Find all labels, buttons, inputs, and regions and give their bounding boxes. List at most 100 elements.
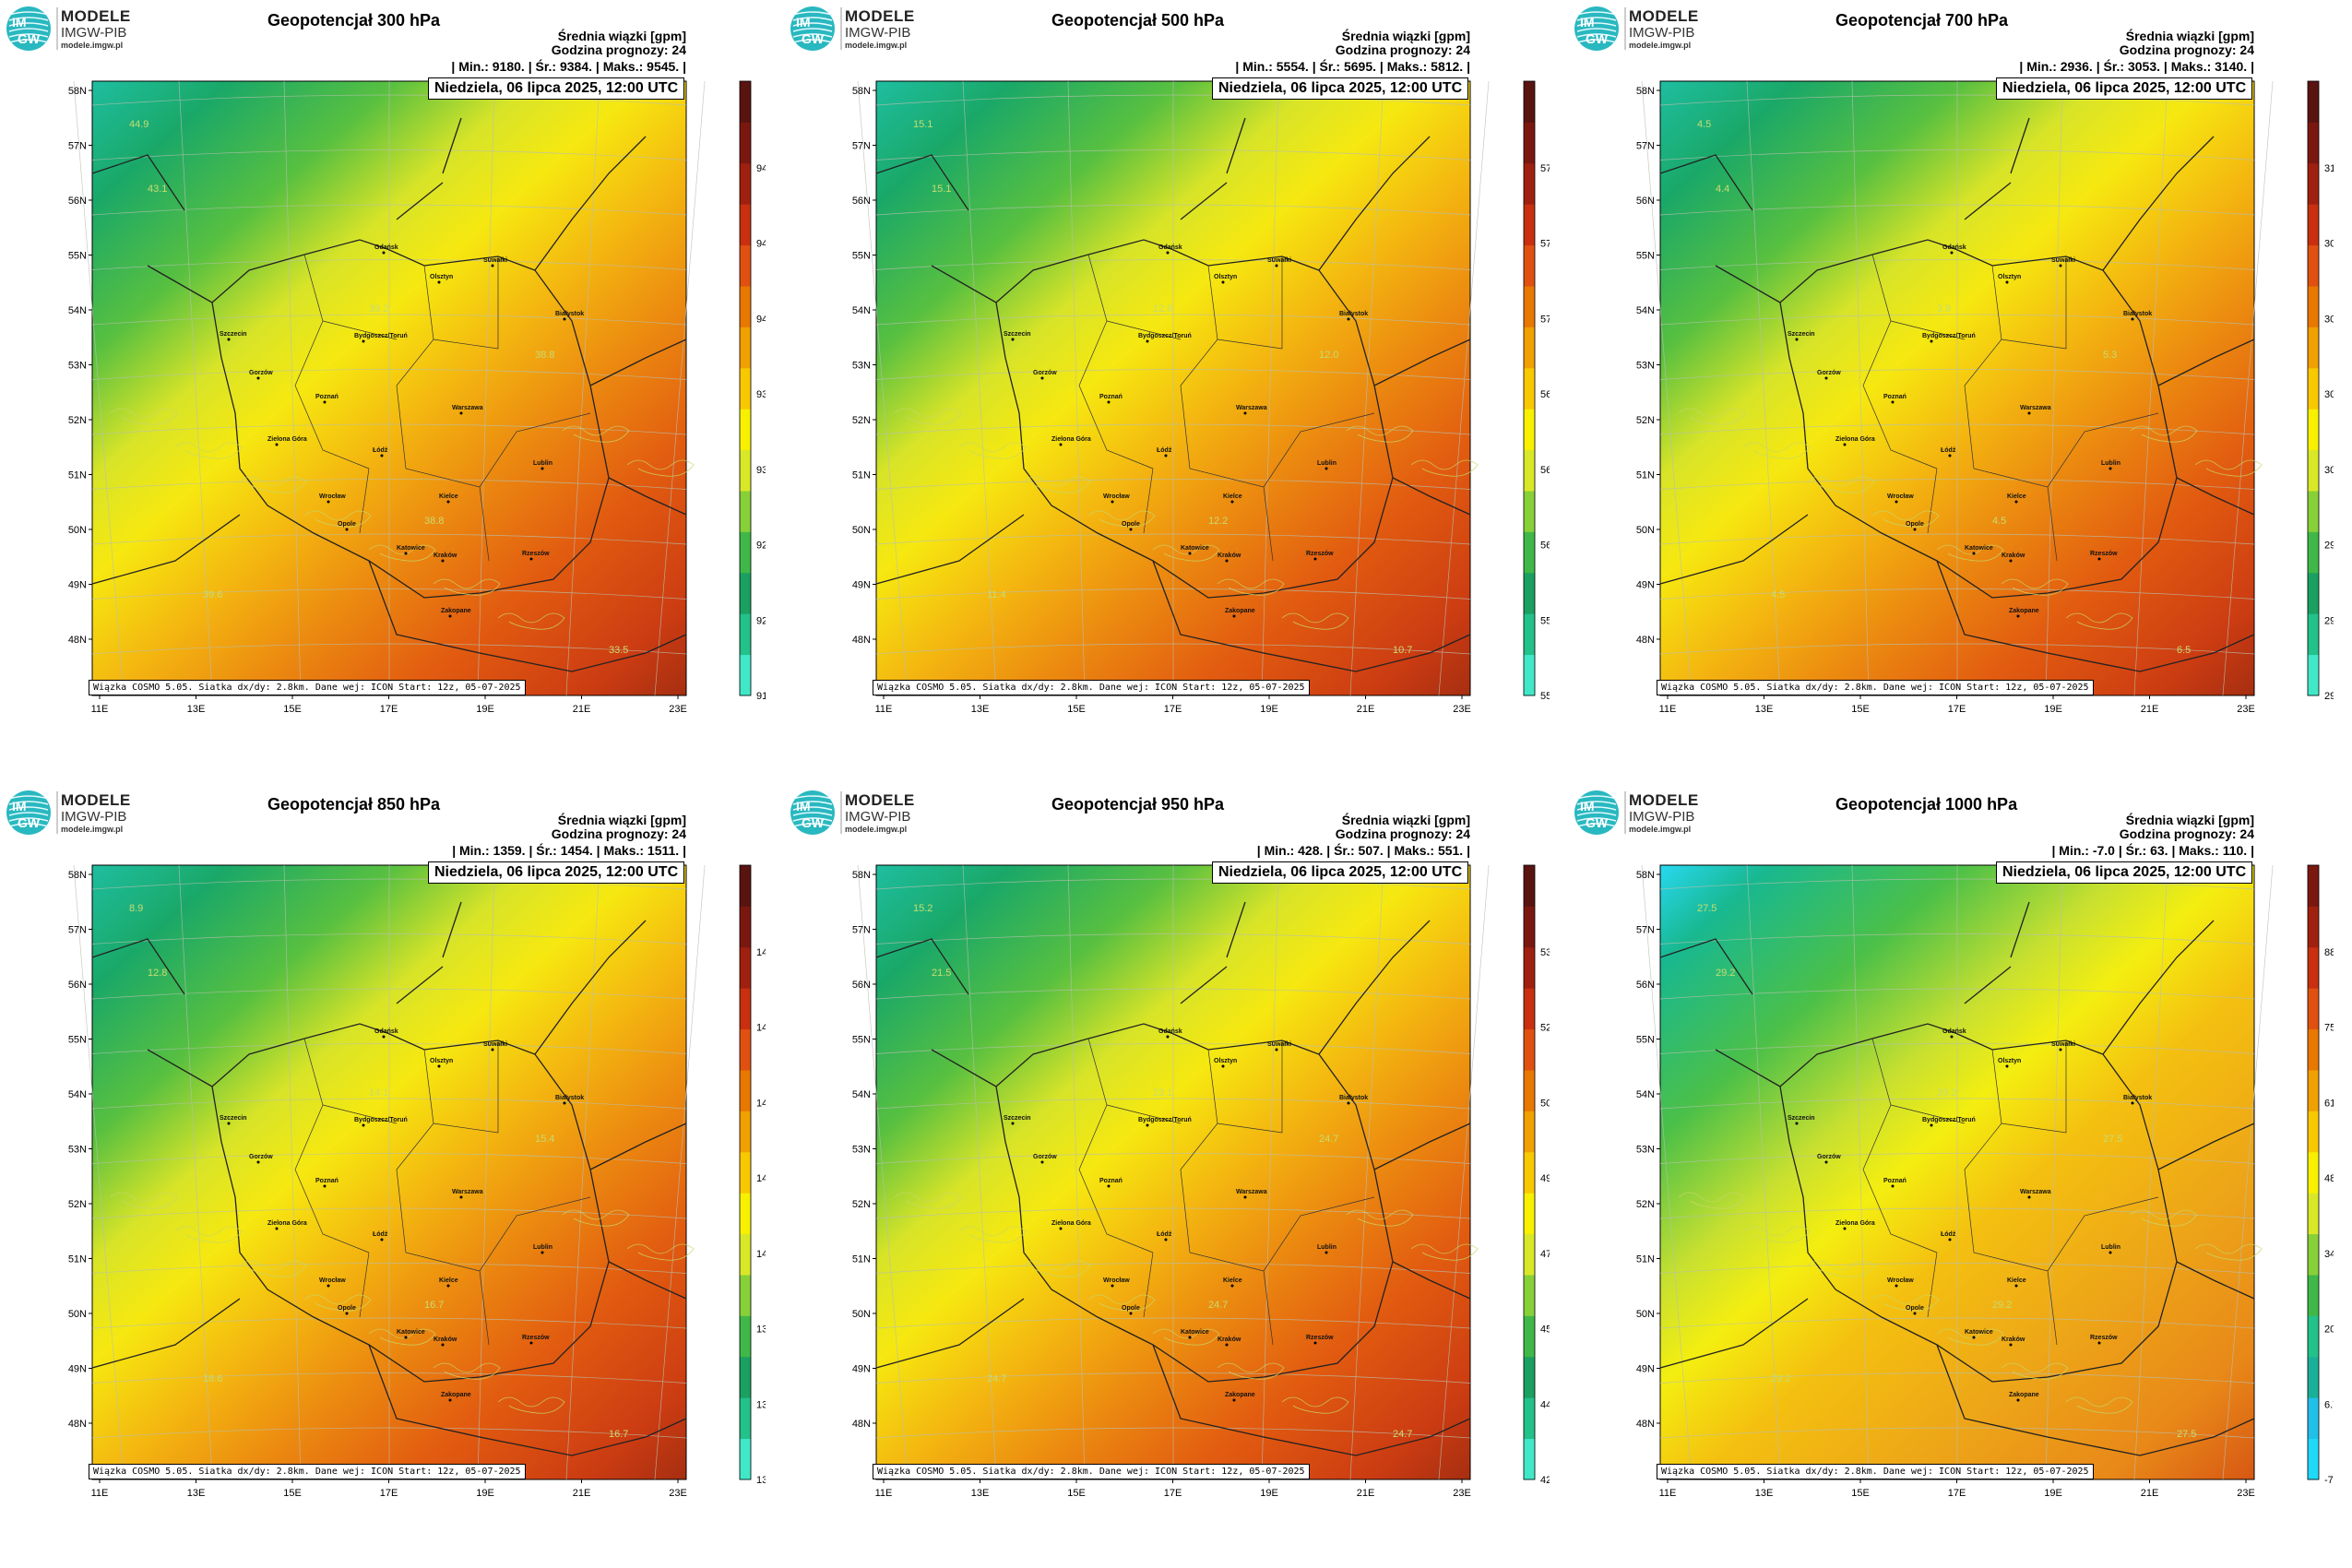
colorbar-segment: [1524, 865, 1535, 907]
city-marker: [1324, 467, 1328, 470]
city-marker: [1275, 264, 1278, 267]
logo-url: modele.imgw.pl: [845, 41, 908, 50]
city-label: Warszawa: [2020, 1189, 2051, 1195]
city-marker: [1107, 1184, 1111, 1188]
latitude-label: 55N: [68, 1035, 87, 1046]
city-marker: [345, 528, 349, 531]
longitude-label: 15E: [1851, 1488, 1870, 1499]
city-label: Białystok: [1339, 1095, 1368, 1101]
colorbar-tick-label: 3089: [2324, 239, 2334, 250]
city-label: Kraków: [1218, 1336, 1241, 1343]
colorbar-segment: [1524, 367, 1535, 410]
city-label: Lublin: [1317, 1244, 1336, 1251]
city-marker: [256, 376, 260, 380]
city-label: Lublin: [2101, 1244, 2120, 1251]
contour-label: 3.9: [1937, 303, 1951, 315]
latitude-label: 53N: [1636, 361, 1655, 372]
contour-label: 15.4: [535, 1134, 554, 1145]
contour-label: 8.9: [129, 903, 143, 914]
city-label: Gorzów: [1033, 1154, 1057, 1160]
latitude-label: 56N: [852, 196, 871, 207]
contour-label: 4.5: [1992, 516, 2006, 527]
colorbar-segment: [1524, 162, 1535, 205]
city-marker: [1843, 443, 1847, 446]
longitude-label: 15E: [1067, 1488, 1086, 1499]
city-marker: [1129, 1312, 1133, 1315]
city-label: Suwałki: [2051, 257, 2075, 264]
city-label: Zakopane: [441, 1392, 471, 1398]
colorbar-segment: [2308, 1193, 2319, 1235]
colorbar-segment: [1524, 81, 1535, 123]
city-label: Zielona Góra: [1051, 1220, 1091, 1227]
imgw-logo: IM GW MODELE IMGW-PIB modele.imgw.pl: [1574, 790, 1721, 837]
colorbar-segment: [1524, 491, 1535, 532]
city-label: Suwałki: [1267, 1041, 1291, 1048]
latitude-label: 51N: [1636, 470, 1655, 481]
latitude-label: 58N: [1636, 870, 1655, 881]
city-marker: [2016, 614, 2020, 618]
logo-org: IMGW-PIB: [1629, 25, 1695, 41]
city-marker: [1059, 1227, 1063, 1230]
city-marker: [1313, 1341, 1317, 1345]
longitude-label: 13E: [971, 704, 990, 715]
contour-label: 4.4: [1716, 184, 1729, 195]
colorbar-segment: [2308, 865, 2319, 907]
city-marker: [275, 443, 279, 446]
lead-time-label: Godzina prognozy: 24: [551, 42, 686, 57]
city-label: Łódź: [1157, 1231, 1172, 1238]
colorbar-segment: [1524, 946, 1535, 989]
city-label: Warszawa: [1236, 405, 1267, 411]
colorbar-tick-label: 5715: [1540, 314, 1550, 325]
latitude-label: 48N: [852, 1419, 871, 1430]
colorbar-tick-label: 20: [2324, 1324, 2334, 1336]
svg-text:GW: GW: [1586, 31, 1609, 46]
latitude-label: 52N: [68, 415, 87, 426]
map-area: 27.5 29.2 29.2 27.5 29.2 29.2 27.5 Gdańsk Suwałk…: [1568, 863, 2334, 1518]
latitude-label: 50N: [852, 1309, 871, 1320]
logo-org: IMGW-PIB: [61, 25, 127, 41]
contour-label: 43.1: [148, 184, 167, 195]
colorbar-tick-label: 459: [1540, 1324, 1550, 1336]
contour-label: 12.2: [1208, 516, 1228, 527]
svg-text:IM: IM: [796, 15, 811, 30]
latitude-label: 57N: [1636, 925, 1655, 936]
contour-label: 18.6: [203, 1373, 222, 1384]
contour-label: 39.2: [369, 303, 388, 315]
colorbar-tick-label: 490: [1540, 1173, 1550, 1184]
lead-time-label: Godzina prognozy: 24: [1335, 826, 1470, 841]
city-marker: [2108, 1251, 2112, 1254]
colorbar-segment: [740, 491, 751, 532]
city-marker: [448, 1398, 452, 1402]
longitude-label: 15E: [283, 704, 302, 715]
logo-divider: [840, 7, 842, 50]
longitude-label: 21E: [1357, 704, 1375, 715]
city-label: Rzeszów: [1306, 551, 1334, 557]
colorbar-segment: [740, 1151, 751, 1194]
geopotential-map: 15.1 15.1 12.8 12.0 12.2 11.4 10.7 Gdańsk Suwałk…: [852, 80, 1550, 715]
city-label: Kielce: [1223, 493, 1242, 500]
city-label: Katowice: [397, 545, 425, 552]
colorbar-tick-label: 9453: [756, 239, 766, 250]
colorbar-segment: [740, 1070, 751, 1111]
contour-label: 33.5: [609, 645, 628, 656]
colorbar-segment: [740, 1193, 751, 1235]
city-marker: [2027, 411, 2031, 415]
colorbar-segment: [1524, 654, 1535, 696]
city-label: Katowice: [1965, 545, 1993, 552]
stats-line: | Min.: 1359. | Śr.: 1454. | Maks.: 1511…: [452, 843, 686, 858]
latitude-label: 58N: [68, 870, 87, 881]
city-label: Bydgoszcz/Toruń: [1922, 333, 1976, 339]
city-label: Zakopane: [1225, 1392, 1255, 1398]
contour-label: 27.5: [2103, 1134, 2122, 1145]
city-label: Rzeszów: [522, 1335, 550, 1341]
city-marker: [1950, 251, 1954, 255]
city-marker: [2131, 1101, 2134, 1105]
city-label: Warszawa: [452, 405, 483, 411]
latitude-label: 48N: [1636, 1419, 1655, 1430]
latitude-label: 51N: [852, 470, 871, 481]
latitude-label: 56N: [1636, 196, 1655, 207]
latitude-label: 50N: [68, 1309, 87, 1320]
latitude-label: 56N: [68, 196, 87, 207]
longitude-label: 19E: [1260, 1488, 1278, 1499]
city-label: Zakopane: [2009, 1392, 2039, 1398]
